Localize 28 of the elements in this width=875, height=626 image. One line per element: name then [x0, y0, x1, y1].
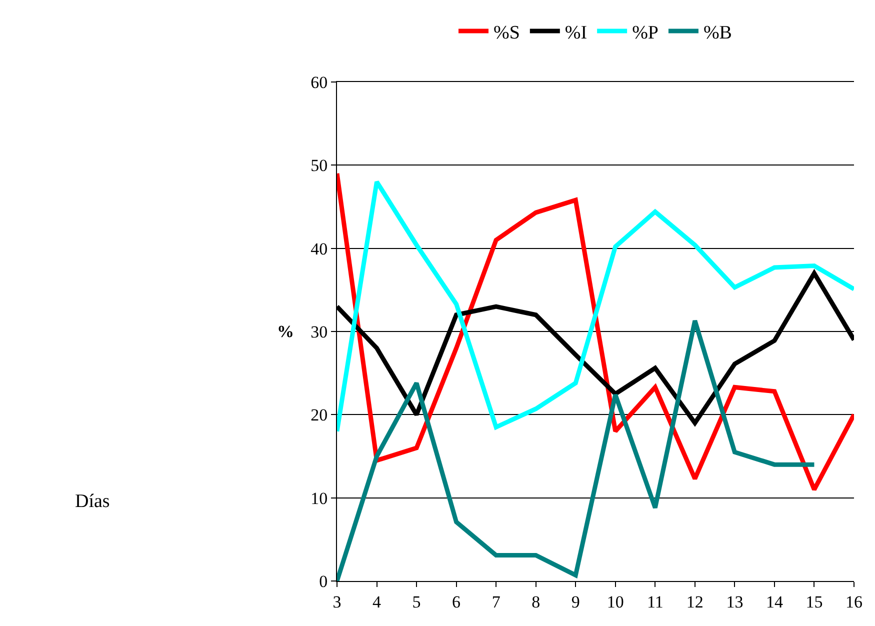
- x-tick-label: 11: [646, 592, 664, 612]
- x-tick-label: 12: [686, 592, 704, 612]
- x-tick-label: 6: [452, 592, 461, 612]
- x-tick-label: 16: [846, 592, 862, 612]
- y-axis-title: %: [277, 322, 294, 341]
- x-tick-label: 5: [412, 592, 421, 612]
- y-tick-label: 30: [310, 322, 328, 342]
- legend-label: %S: [494, 22, 520, 44]
- y-tick-label: 50: [310, 156, 328, 176]
- x-tick-label: 8: [532, 592, 540, 612]
- x-tick-label: 14: [766, 592, 784, 612]
- legend-label: %B: [703, 22, 732, 44]
- x-tick-label: 3: [332, 592, 342, 612]
- line-series: [337, 318, 816, 581]
- legend-label: %P: [632, 22, 658, 44]
- y-tick-label: 60: [310, 72, 328, 92]
- x-tick-label: 4: [372, 592, 382, 612]
- y-tick-label: 10: [310, 488, 328, 508]
- x-tick-label: 10: [606, 592, 624, 612]
- x-tick-label: 15: [806, 592, 823, 612]
- legend-label: %I: [564, 22, 588, 44]
- x-tick-label: 9: [571, 592, 580, 612]
- x-tick-label: 13: [726, 592, 744, 612]
- text: Días: [75, 491, 110, 512]
- y-tick-label: 40: [310, 239, 328, 258]
- y-tick-label: 0: [319, 572, 328, 591]
- x-tick-label: 7: [492, 592, 501, 612]
- y-tick-label: 20: [310, 406, 328, 425]
